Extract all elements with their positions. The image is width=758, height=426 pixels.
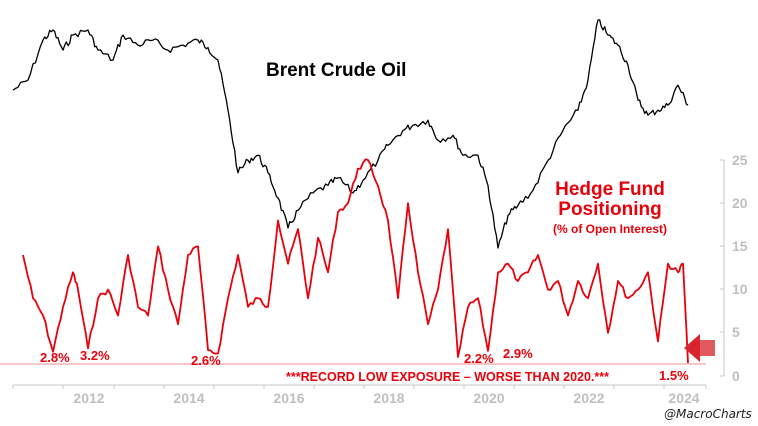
annotation-2-9: 2.9% — [503, 346, 533, 361]
x-tick-2012: 2012 — [73, 390, 105, 406]
hf-title: Hedge Fund Positioning — [520, 180, 700, 220]
annotation-1-5: 1.5% — [659, 368, 689, 383]
x-tick-2024: 2024 — [668, 390, 700, 406]
y-tick-5: 5 — [732, 324, 740, 340]
y-tick-25: 25 — [732, 152, 748, 168]
oil-price-line — [12, 19, 689, 249]
y-tick-0: 0 — [732, 368, 740, 384]
y-tick-20: 20 — [732, 195, 748, 211]
x-axis-ticks — [12, 385, 707, 389]
hf-subtitle: (% of Open Interest) — [552, 222, 667, 236]
credit-label: @MacroCharts — [664, 407, 752, 421]
x-tick-2020: 2020 — [473, 390, 505, 406]
hedge-fund-positioning-line — [22, 158, 689, 364]
annotation-3-2: 3.2% — [80, 348, 110, 363]
annotation-2-8: 2.8% — [40, 350, 70, 365]
annotation-2-2: 2.2% — [464, 351, 494, 366]
oil-title: Brent Crude Oil — [266, 60, 407, 81]
hf-title-line1: Hedge Fund — [555, 179, 665, 200]
hf-title-line2: Positioning — [558, 199, 662, 220]
x-tick-2014: 2014 — [173, 390, 205, 406]
record-low-arrow-icon — [684, 334, 715, 362]
x-tick-2016: 2016 — [273, 390, 305, 406]
x-tick-2022: 2022 — [573, 390, 605, 406]
y-tick-10: 10 — [732, 281, 748, 297]
right-axis-ticks — [720, 159, 724, 377]
x-tick-2018: 2018 — [373, 390, 405, 406]
record-low-note: ***RECORD LOW EXPOSURE – WORSE THAN 2020… — [286, 370, 609, 384]
annotation-2-6: 2.6% — [191, 353, 221, 368]
y-tick-15: 15 — [732, 238, 748, 254]
